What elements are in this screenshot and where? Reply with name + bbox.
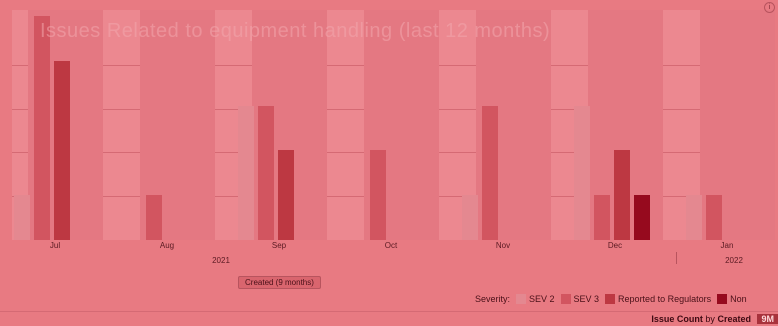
x-tick-label: Sep bbox=[271, 241, 287, 250]
bar-jan-0[interactable] bbox=[686, 195, 702, 240]
footer-by: by bbox=[705, 314, 715, 324]
x-tick-label: Jan bbox=[720, 241, 734, 250]
legend-swatch bbox=[717, 294, 728, 304]
footer-divider bbox=[0, 311, 778, 312]
footer-metric: Issue Count bbox=[651, 314, 703, 324]
x-tick-label: Nov bbox=[495, 241, 511, 250]
legend-title: Severity: bbox=[475, 294, 511, 304]
bar-jul-0[interactable] bbox=[14, 195, 30, 240]
x-tick-label: Jul bbox=[49, 241, 61, 250]
footer-badge[interactable]: 9M bbox=[757, 314, 778, 324]
background-title: Issues Related to equipment handling (la… bbox=[40, 20, 551, 42]
plot-area bbox=[12, 10, 775, 240]
legend-swatch bbox=[560, 294, 571, 304]
chart-footer: Issue Count by Created 9M bbox=[651, 314, 778, 324]
footer-dimension: Created bbox=[717, 314, 751, 324]
legend-label: SEV 2 bbox=[529, 294, 555, 304]
legend-item-reported[interactable]: Reported to Regulators bbox=[605, 294, 711, 304]
legend-swatch bbox=[516, 294, 527, 304]
x-tick-label: Dec bbox=[607, 241, 623, 250]
bar-sep-2[interactable] bbox=[278, 150, 294, 240]
legend: Severity: SEV 2 SEV 3 Reported to Regula… bbox=[475, 292, 747, 306]
bar-dec-3[interactable] bbox=[634, 195, 650, 240]
legend-item-sev2[interactable]: SEV 2 bbox=[516, 294, 555, 304]
year-label-2021: 2021 bbox=[212, 256, 230, 265]
legend-item-sev3[interactable]: SEV 3 bbox=[560, 294, 600, 304]
bar-jul-2[interactable] bbox=[54, 61, 70, 240]
legend-swatch bbox=[605, 294, 616, 304]
bar-sep-0[interactable] bbox=[238, 106, 254, 240]
bar-oct-1[interactable] bbox=[370, 150, 386, 240]
bar-nov-1[interactable] bbox=[482, 106, 498, 240]
legend-item-non[interactable]: Non bbox=[717, 294, 747, 304]
bar-dec-2[interactable] bbox=[614, 150, 630, 240]
info-icon[interactable]: i bbox=[764, 2, 775, 13]
x-axis-range-tag[interactable]: Created (9 months) bbox=[238, 276, 321, 289]
bar-jul-1[interactable] bbox=[34, 16, 50, 240]
bar-nov-0[interactable] bbox=[462, 195, 478, 240]
legend-label: SEV 3 bbox=[573, 294, 600, 304]
bar-jan-1[interactable] bbox=[706, 195, 722, 240]
year-divider bbox=[676, 252, 677, 264]
bar-dec-0[interactable] bbox=[574, 106, 590, 240]
bar-aug-1[interactable] bbox=[146, 195, 162, 240]
bar-dec-1[interactable] bbox=[594, 195, 610, 240]
x-tick-label: Aug bbox=[159, 241, 175, 250]
x-tick-label: Oct bbox=[384, 241, 398, 250]
legend-label: Reported to Regulators bbox=[618, 294, 712, 304]
bar-sep-1[interactable] bbox=[258, 106, 274, 240]
legend-label: Non bbox=[730, 294, 747, 304]
year-label-2022: 2022 bbox=[725, 256, 743, 265]
